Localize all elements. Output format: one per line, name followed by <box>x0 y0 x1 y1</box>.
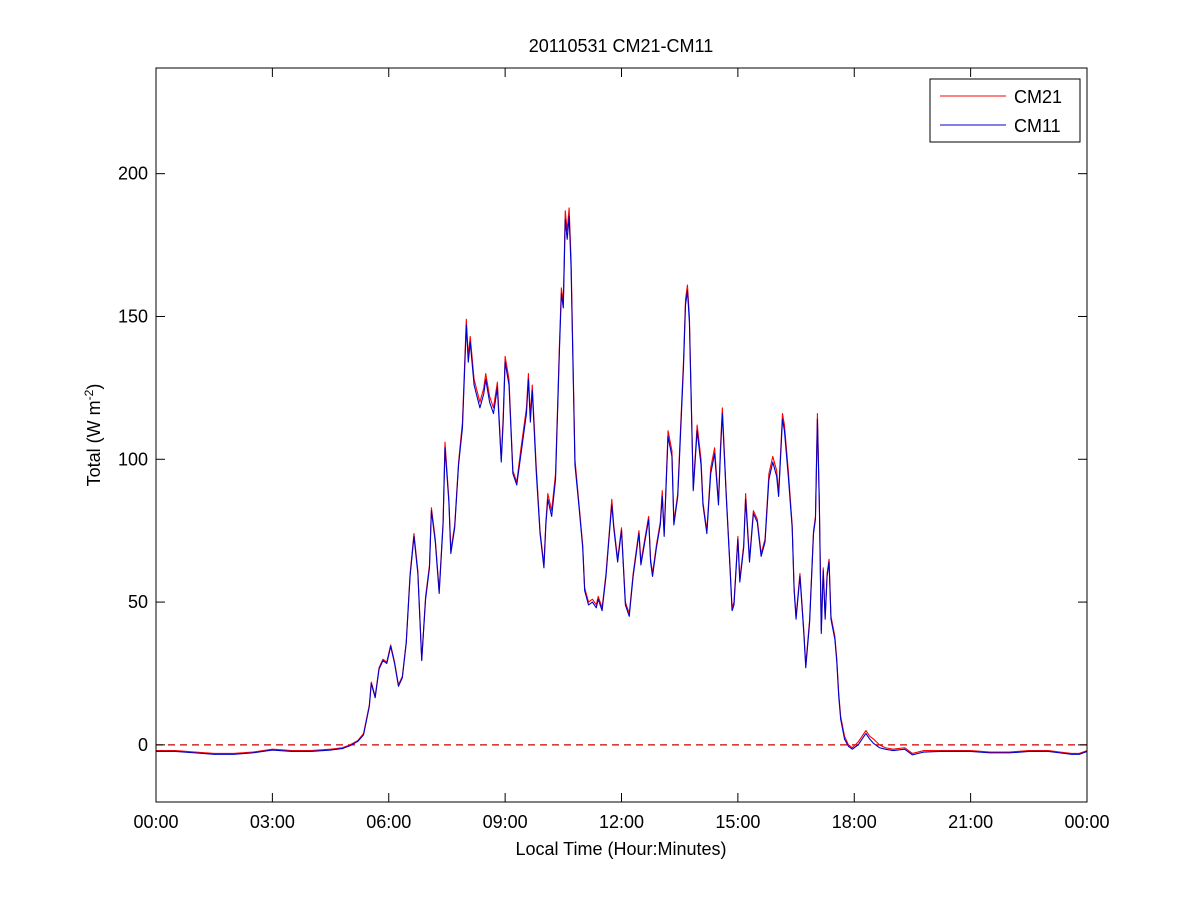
y-axis: 0 50 100 150 200 <box>118 164 1087 755</box>
legend-label-cm21: CM21 <box>1014 87 1062 107</box>
legend: CM21 CM11 <box>929 78 1081 143</box>
y-axis-label-close: ) <box>84 384 104 390</box>
y-tick-label: 0 <box>138 735 148 755</box>
x-axis-label: Local Time (Hour:Minutes) <box>515 839 726 859</box>
legend-label-cm11: CM11 <box>1014 116 1061 136</box>
x-tick-label: 06:00 <box>366 812 411 832</box>
y-axis-label-superscript: -2 <box>82 389 96 400</box>
y-tick-label: 50 <box>128 592 148 612</box>
x-tick-label: 09:00 <box>483 812 528 832</box>
y-axis-label-main: Total (W m <box>84 400 104 486</box>
y-tick-label: 100 <box>118 449 148 469</box>
x-tick-label: 21:00 <box>948 812 993 832</box>
plot-area <box>156 68 1087 802</box>
y-axis-label: Total (W m-2) <box>82 384 104 487</box>
series-layer <box>156 207 1088 756</box>
chart-title: 20110531 CM21-CM11 <box>529 36 713 56</box>
x-tick-label: 18:00 <box>832 812 877 832</box>
x-tick-label: 00:00 <box>1064 812 1109 832</box>
y-tick-label: 200 <box>118 164 148 184</box>
x-tick-label: 15:00 <box>715 812 760 832</box>
series-line-cm11 <box>156 215 1088 756</box>
x-tick-label: 00:00 <box>133 812 178 832</box>
x-axis: 00:00 03:00 06:00 09:00 12:00 15:00 18:00 21:00… <box>133 68 1110 832</box>
y-tick-label: 150 <box>118 306 148 326</box>
x-tick-label: 12:00 <box>599 812 644 832</box>
x-tick-label: 03:00 <box>250 812 295 832</box>
legend-box <box>929 78 1081 143</box>
